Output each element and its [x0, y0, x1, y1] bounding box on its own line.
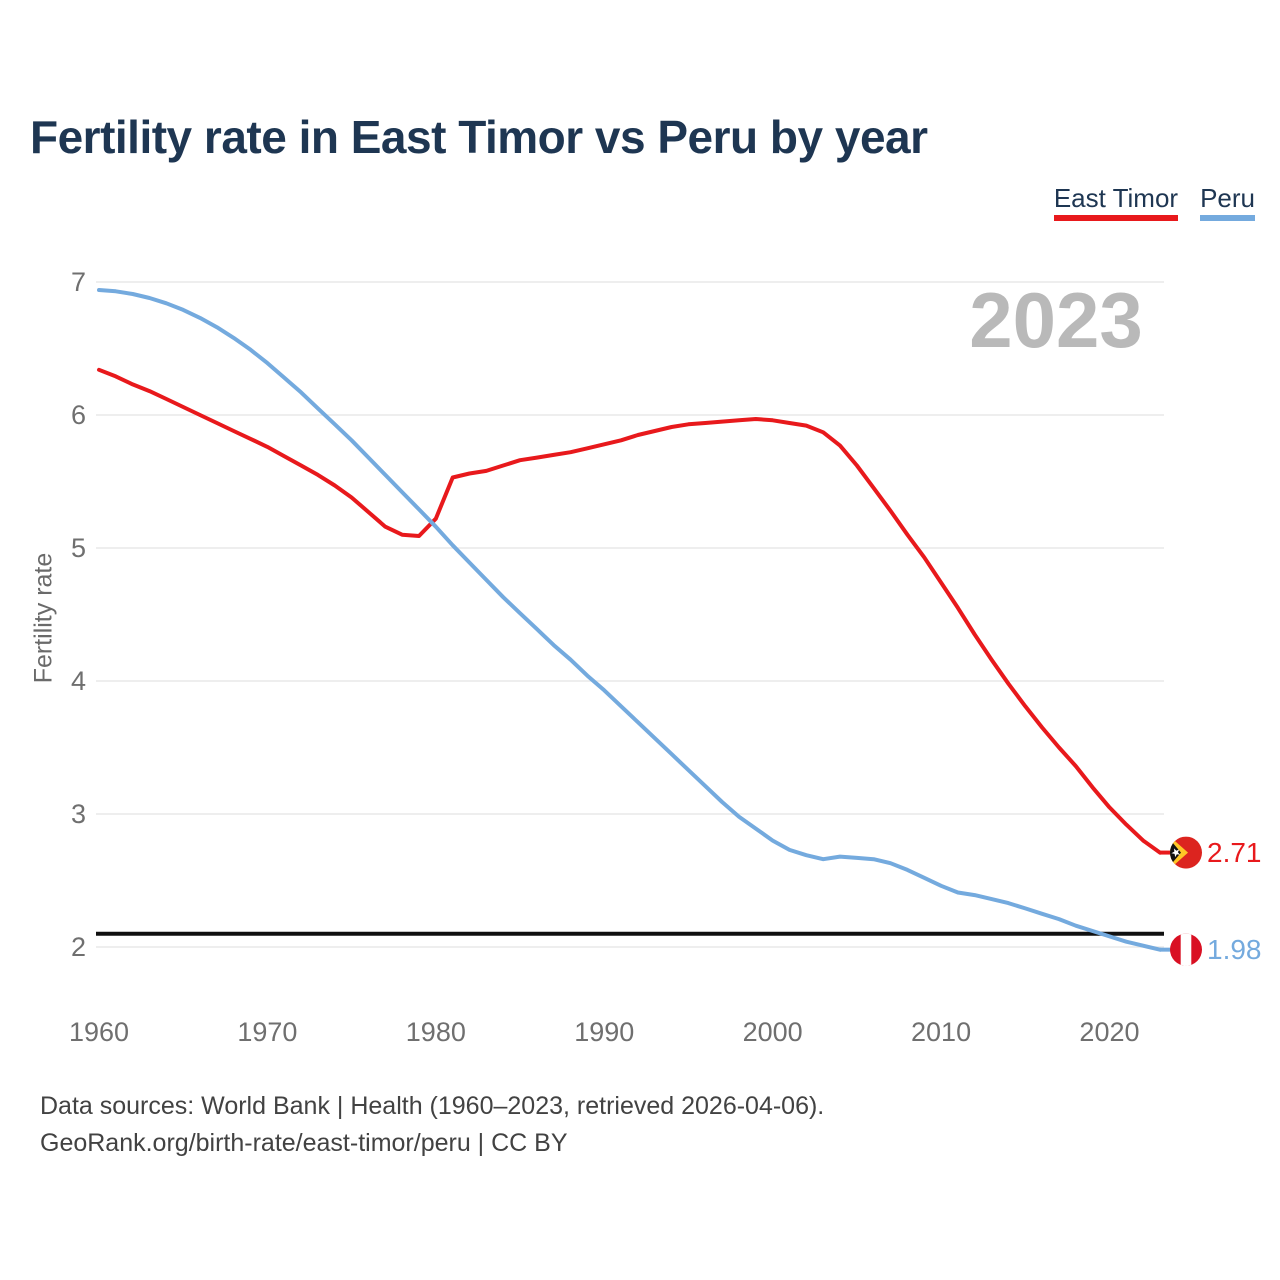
y-axis-title: Fertility rate	[29, 552, 58, 684]
legend: East Timor Peru	[1053, 183, 1255, 222]
x-tick-label: 1980	[406, 1017, 466, 1047]
x-tick-label: 2000	[743, 1017, 803, 1047]
x-tick-label: 2010	[911, 1017, 971, 1047]
source-line-1: Data sources: World Bank | Health (1960–…	[40, 1092, 825, 1120]
watermark-year: 2023	[969, 276, 1143, 364]
peru-end-value-label: 1.98	[1207, 934, 1262, 965]
source-line-2: GeoRank.org/birth-rate/east-timor/peru |…	[40, 1129, 568, 1157]
page-title: Fertility rate in East Timor vs Peru by …	[30, 111, 928, 163]
x-tick-label: 1970	[237, 1017, 297, 1047]
legend-label-peru: Peru	[1200, 183, 1255, 213]
x-tick-label: 1990	[574, 1017, 634, 1047]
legend-color-bar-east-timor	[1053, 215, 1179, 222]
legend-label-east-timor: East Timor	[1053, 183, 1179, 213]
y-tick-label: 2	[71, 932, 86, 962]
y-tick-label: 4	[71, 666, 86, 696]
east-timor-flag-icon	[1170, 836, 1202, 869]
peru-line	[97, 288, 1162, 952]
legend-item-east-timor[interactable]: East Timor	[1053, 183, 1179, 222]
east-timor-end-value-label: 2.71	[1207, 837, 1262, 868]
y-tick-label: 5	[71, 533, 86, 563]
data-source: Data sources: World Bank | Health (1960–…	[40, 1088, 824, 1162]
x-tick-label: 2020	[1079, 1017, 1139, 1047]
y-tick-label: 3	[71, 799, 86, 829]
peru-flag-icon	[1170, 933, 1202, 966]
legend-color-bar-peru	[1200, 215, 1255, 222]
legend-item-peru[interactable]: Peru	[1200, 183, 1255, 222]
y-tick-label: 6	[71, 400, 86, 430]
y-tick-label: 7	[71, 267, 86, 297]
east-timor-line	[97, 367, 1162, 855]
x-tick-label: 1960	[69, 1017, 129, 1047]
